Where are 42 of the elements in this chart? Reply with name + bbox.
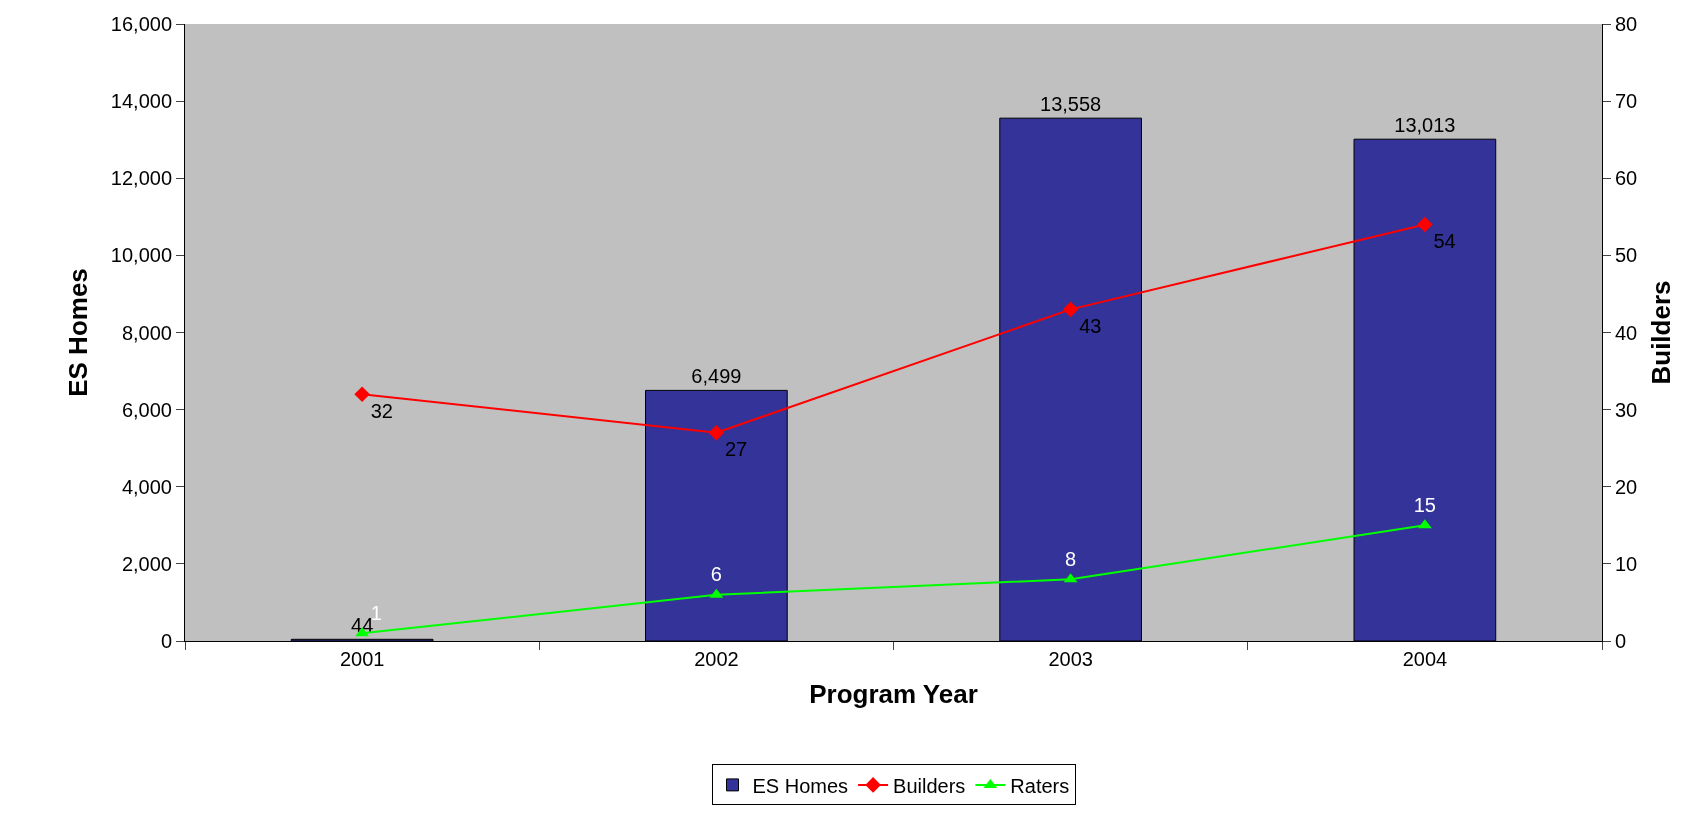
data-label: 54	[1433, 230, 1456, 253]
y2-tick-label: 10	[1615, 552, 1638, 575]
y2-tick-label: 30	[1615, 398, 1638, 421]
data-label: 32	[370, 399, 393, 422]
point	[1417, 216, 1433, 233]
y2-tick-label: 0	[1615, 630, 1627, 652]
x-tick-label: 2001	[339, 648, 385, 670]
y-tick-label: 4,000	[121, 475, 172, 498]
x-tick-label: 2002	[694, 648, 739, 670]
y2-tick-label: 50	[1615, 244, 1638, 267]
y-tick-label: 0	[160, 630, 172, 652]
data-label: 8	[1065, 547, 1077, 570]
point	[354, 386, 370, 402]
y2-axis-title: Builders	[1645, 280, 1676, 385]
point	[708, 424, 725, 441]
data-label: 13,013	[1394, 114, 1456, 137]
legend-label: ES Homes	[752, 774, 849, 797]
y-tick-label: 10,000	[110, 244, 172, 267]
y2-tick-label: 70	[1615, 90, 1638, 113]
data-label: 27	[724, 438, 748, 461]
x-axis-title: Program Year	[809, 678, 978, 709]
y-tick-label: 2,000	[121, 552, 172, 575]
y-axis-title: ES Homes	[63, 268, 94, 397]
y-tick-label: 8,000	[121, 321, 172, 344]
data-label: 43	[1079, 314, 1102, 337]
y-tick-label: 14,000	[110, 90, 172, 113]
y2-tick-label: 40	[1615, 321, 1638, 344]
y2-tick-label: 80	[1615, 13, 1638, 35]
legend-label: Raters	[1010, 774, 1070, 797]
y2-tick-label: 60	[1615, 167, 1638, 190]
x-tick-label: 2003	[1048, 648, 1093, 670]
data-label: 13,558	[1040, 93, 1102, 116]
y-tick-label: 12,000	[110, 167, 172, 190]
data-label: 6,499	[691, 365, 742, 388]
data-label: 15	[1413, 493, 1437, 516]
y-tick-label: 16,000	[110, 13, 172, 35]
x-tick-label: 2004	[1402, 648, 1448, 670]
y-tick-label: 6,000	[121, 398, 172, 421]
data-label: 6	[710, 563, 722, 586]
y2-tick-label: 20	[1615, 475, 1638, 498]
legend-label: Builders	[893, 774, 966, 797]
point	[1062, 301, 1079, 318]
